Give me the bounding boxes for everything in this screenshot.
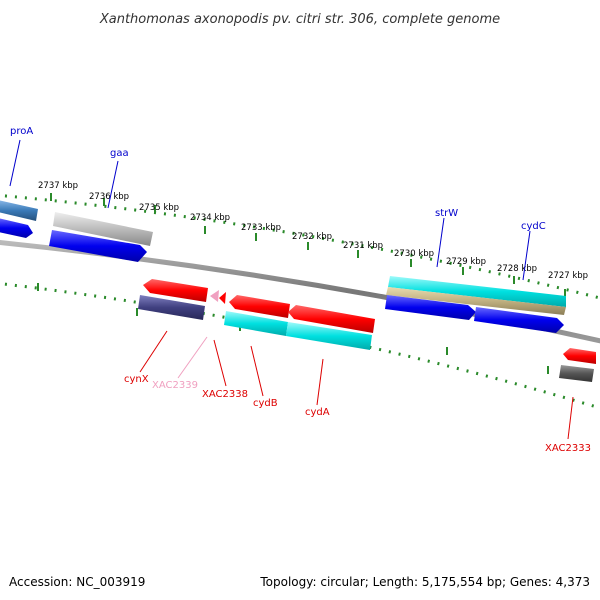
scale-tick-label: 2727 kbp [548, 271, 588, 281]
feature-cydC [474, 307, 564, 333]
feature-XAC2333-track [559, 365, 594, 382]
scale-tick-label: 2734 kbp [190, 213, 230, 223]
gene-label-XAC2333: XAC2333 [545, 443, 591, 454]
leader-line-cynX [139, 330, 168, 373]
scale-tick-label: 2733 kbp [241, 223, 281, 233]
gene-label-cydC: cydC [521, 221, 546, 232]
scale-tick-label: 2729 kbp [446, 257, 486, 267]
feature-strW-cyan [388, 276, 566, 307]
scale-tick-label: 2735 kbp [139, 203, 179, 213]
gene-label-cydB: cydB [253, 398, 278, 409]
leader-lines [9, 139, 574, 440]
leader-line-XAC2333 [567, 396, 574, 440]
gene-label-XAC2339: XAC2339 [152, 380, 198, 391]
scale-tick-label: 2731 kbp [343, 241, 383, 251]
feature-cydB-cyan [224, 311, 288, 336]
gene-label-strW: strW [435, 208, 458, 219]
scale-tick-label: 2736 kbp [89, 192, 129, 202]
feature-XAC2338 [219, 292, 226, 304]
leader-line-XAC2338 [213, 339, 227, 387]
leader-line-proA [9, 139, 21, 187]
feature-gaa-track [53, 212, 153, 246]
feature-cydB [229, 295, 290, 318]
feature-XAC2333 [563, 348, 596, 364]
accession-text: Accession: NC_003919 [9, 575, 145, 589]
leader-line-strW [436, 217, 445, 268]
scale-tick-label: 2728 kbp [497, 264, 537, 274]
feature-prow-steel [0, 200, 38, 221]
feature-proA [0, 218, 33, 238]
topology-text: Topology: circular; Length: 5,175,554 bp… [259, 575, 590, 589]
leader-line-XAC2339 [177, 336, 208, 379]
feature-strW [385, 295, 476, 320]
scale-tick-label: 2730 kbp [394, 249, 434, 259]
scale-tick-label: 2732 kbp [292, 232, 332, 242]
feature-gaa [49, 230, 147, 262]
feature-cynX [143, 279, 208, 302]
feature-cydA [288, 305, 375, 333]
leader-line-cydB [250, 345, 264, 397]
scale-tick-label: 2737 kbp [38, 181, 78, 191]
gene-label-cynX: cynX [124, 374, 149, 385]
leader-line-gaa [107, 160, 119, 209]
leader-line-cydC [522, 230, 531, 281]
gene-label-cydA: cydA [305, 407, 330, 418]
inner-tick-ring [0, 282, 600, 410]
leader-line-cydA [316, 358, 324, 406]
gene-label-gaa: gaa [110, 148, 129, 159]
feature-strW-tan [386, 287, 566, 315]
feature-XAC2339 [210, 290, 219, 302]
gene-label-XAC2338: XAC2338 [202, 389, 248, 400]
feature-cynX-track [138, 295, 205, 320]
feature-cydA-cyan [286, 322, 372, 350]
map-title: Xanthomonas axonopodis pv. citri str. 30… [99, 12, 500, 27]
gene-label-proA: proA [10, 126, 33, 137]
